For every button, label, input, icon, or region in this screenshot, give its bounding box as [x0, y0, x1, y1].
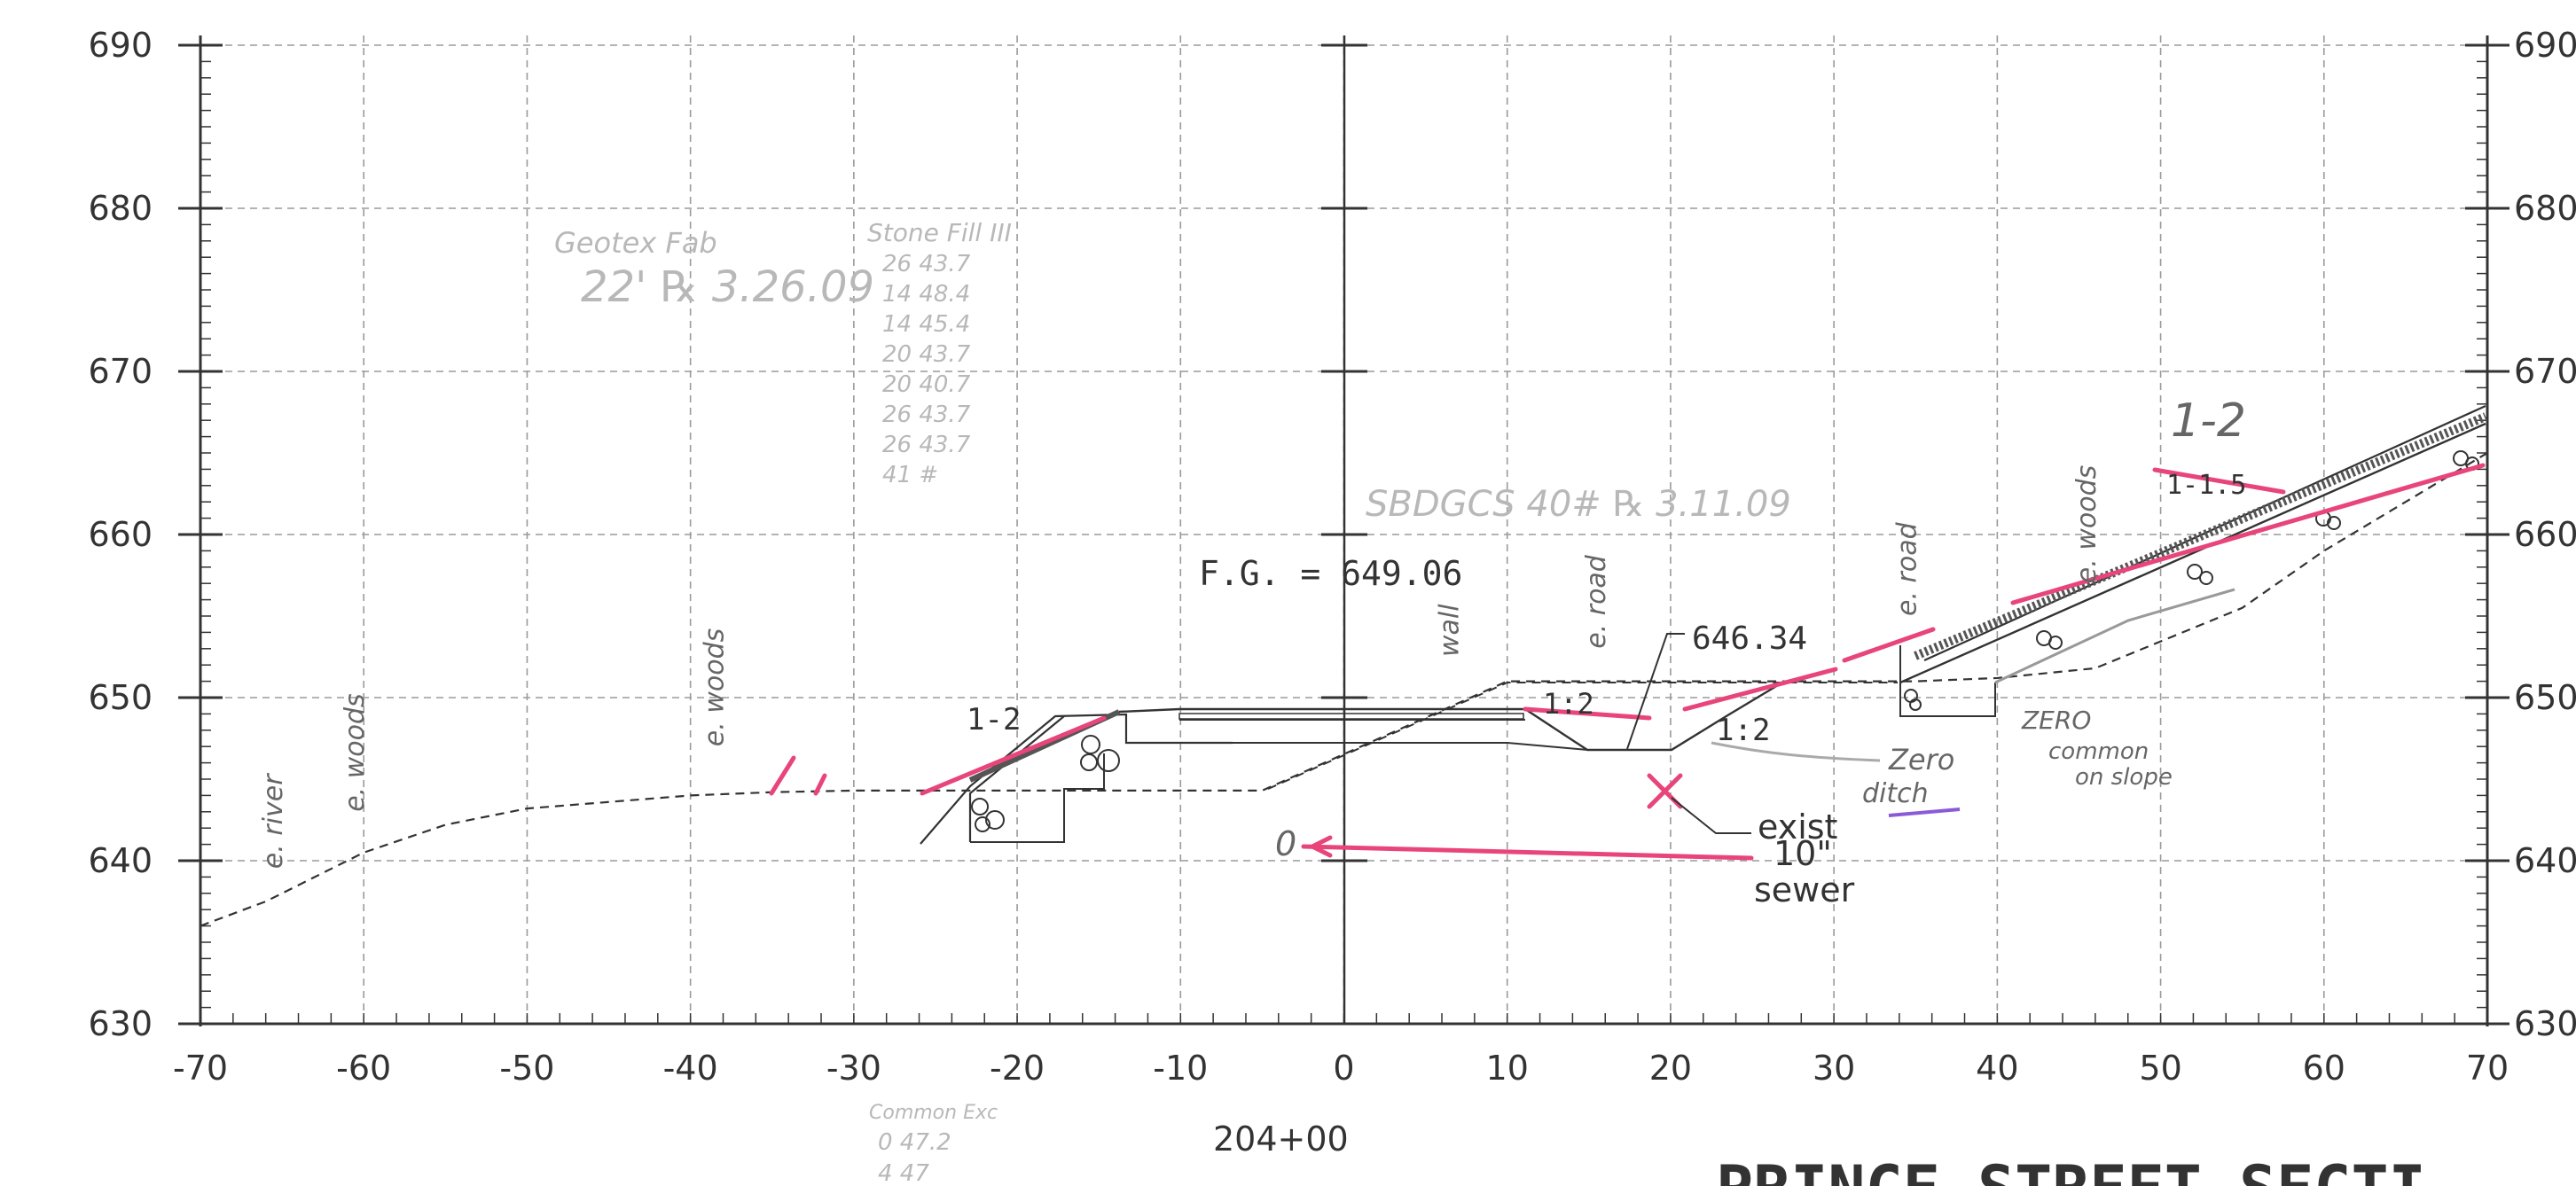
- stone-fill-row: 20 40.7: [882, 371, 971, 398]
- road-subgrade: [1179, 742, 1588, 751]
- x-tick-label: 70: [2466, 1049, 2509, 1088]
- y-tick-label-left: 640: [88, 841, 153, 880]
- section-label: e. woods: [699, 628, 730, 746]
- sewer-leader: [1671, 797, 1751, 834]
- common-exc-3: 4 47: [878, 1160, 929, 1186]
- x-tick-labels: -70 -60 -50 -40 -30 -20 -10 0 10 20 30 40 50 60 70: [173, 1049, 2509, 1088]
- y-tick-label-right: 660: [2514, 515, 2576, 554]
- x-tick-label: 30: [1813, 1049, 1855, 1088]
- section-label: wall: [1434, 604, 1465, 657]
- x-tick-label: 10: [1486, 1049, 1529, 1088]
- stone-fill-row: 14 48.4: [882, 281, 970, 308]
- y-tick-label-left: 670: [88, 352, 153, 391]
- y-tick-label-right: 670: [2514, 352, 2576, 391]
- stone-fill-row: 26 43.7: [882, 432, 971, 458]
- y-tick-label-right: 640: [2514, 841, 2576, 880]
- x-tick-label: -10: [1153, 1049, 1208, 1088]
- slope-label-left: 1-2: [967, 702, 1021, 737]
- x-tick-label: 50: [2139, 1049, 2181, 1088]
- right-slope-top: [1899, 422, 2486, 684]
- x-tick-label: -20: [990, 1049, 1045, 1088]
- section-label: e. river: [258, 773, 289, 869]
- left-slope-face: [968, 715, 1065, 842]
- x-tick-label: -30: [826, 1049, 881, 1088]
- wall-dashed-line: [1267, 682, 1898, 790]
- pavement: [1178, 713, 1524, 720]
- sheet-title: PRINCE STREET SECTI: [1716, 1152, 2426, 1186]
- slope-label-right-b: 1-1.5: [2166, 470, 2246, 501]
- slope-label-right-a: 1-2: [2171, 394, 2246, 448]
- y-tick-label-right: 650: [2514, 678, 2576, 717]
- purple-underline: [1888, 808, 1961, 817]
- sbdgcs-note: SBDGCS 40# ℞ 3.11.09: [1366, 484, 1791, 525]
- zero-common-3: on slope: [2075, 764, 2173, 791]
- sewer-label-3: sewer: [1754, 870, 1855, 909]
- stone-fill-symbols: [971, 450, 2479, 832]
- sewer-label-1: exist: [1758, 808, 1837, 847]
- x-tick-label: -70: [173, 1049, 228, 1088]
- x-tick-label: 60: [2303, 1049, 2345, 1088]
- geotex-note-1: Geotex Fab: [554, 226, 717, 260]
- elevation-leader: [1626, 633, 1685, 750]
- axis-minor-ticks: [200, 44, 2488, 1025]
- existing-ground-line: [200, 452, 2488, 927]
- y-tick-label-right: 680: [2514, 189, 2576, 228]
- section-label: e. road: [1581, 554, 1612, 649]
- road-surface: [1118, 681, 1783, 752]
- y-tick-label-left: 690: [88, 26, 153, 65]
- x-tick-label: -60: [336, 1049, 391, 1088]
- x-tick-label: 0: [1333, 1049, 1354, 1088]
- slope-label-mid-a: 1:2: [1543, 687, 1594, 721]
- stone-fill-row: 26 43.7: [882, 251, 971, 277]
- zero-ditch-2: ditch: [1862, 778, 1929, 809]
- proposed-section: [920, 404, 2487, 845]
- x-tick-label: 20: [1649, 1049, 1692, 1088]
- geotex-note-2: 22' ℞ 3.26.09: [581, 262, 874, 312]
- finished-grade-label: F.G. = 649.06: [1199, 554, 1462, 593]
- slope-label-mid-b: 1:2: [1716, 713, 1770, 748]
- y-tick-label-left: 630: [88, 1004, 153, 1043]
- stone-fill-row: 26 43.7: [882, 402, 971, 428]
- y-tick-label-left: 650: [88, 678, 153, 717]
- stone-fill-title: Stone Fill III: [867, 218, 1012, 247]
- y-tick-label-right: 630: [2514, 1004, 2576, 1043]
- right-stone-fill: [1914, 412, 2487, 660]
- stone-fill-row: 20 43.7: [882, 341, 971, 368]
- sewer-marker: 0: [1275, 824, 1296, 863]
- common-exc-1: Common Exc: [869, 1102, 998, 1124]
- stone-fill-row: 14 45.4: [882, 311, 970, 338]
- zero-ditch-leader: [1711, 741, 1881, 762]
- stone-fill-table: 26 43.7 14 48.4 14 45.4 20 43.7 20 40.7 26 43…: [882, 251, 971, 488]
- section-label: e. road: [1891, 521, 1922, 616]
- y-tick-label-left: 660: [88, 515, 153, 554]
- stone-fill-row: 41 #: [882, 462, 938, 488]
- left-embankment-outline: [920, 713, 1233, 845]
- y-tick-label-right: 690: [2514, 26, 2576, 65]
- section-labels: e. river e. woods e. woods wall e. road e. ro…: [258, 465, 2102, 869]
- zero-common-1: ZERO: [2021, 706, 2091, 735]
- sewer-label-2: 10": [1773, 834, 1832, 873]
- zero-ditch-1: Zero: [1888, 743, 1954, 776]
- elevation-label: 646.34: [1692, 620, 1807, 657]
- common-exc-2: 0 47.2: [878, 1129, 951, 1156]
- section-label: e. woods: [340, 693, 371, 811]
- zero-common-2: common: [2048, 738, 2149, 765]
- y-tick-label-left: 680: [88, 189, 153, 228]
- x-tick-label: -50: [499, 1049, 554, 1088]
- y-tick-labels-left: 630 640 650 660 670 680 690: [88, 26, 153, 1043]
- x-tick-label: 40: [1976, 1049, 2018, 1088]
- station-label: 204+00: [1213, 1120, 1349, 1159]
- right-toe-key: [1899, 683, 1996, 717]
- section-label: e. woods: [2071, 465, 2102, 583]
- y-tick-labels-right: 630 640 650 660 670 680 690: [2514, 26, 2576, 1043]
- x-tick-label: -40: [663, 1049, 718, 1088]
- pencil-slope-line: [1994, 588, 2235, 684]
- left-toe-key: [970, 753, 1105, 843]
